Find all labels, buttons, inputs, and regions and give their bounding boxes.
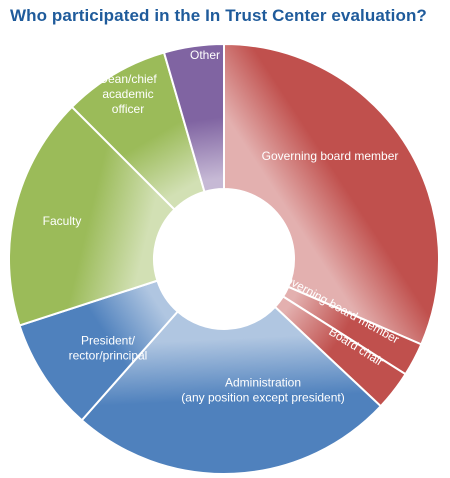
slice-label-governing-board-member: Governing board member	[262, 149, 399, 163]
slice-governing-board-member	[223, 42, 440, 346]
slice-other	[162, 42, 225, 194]
slice-administration-any-position-except-president	[80, 305, 383, 475]
slice-label-dean-chief-academic-officer: Dean/chief academic officer	[99, 72, 157, 116]
slice-label-faculty: Faculty	[43, 214, 82, 228]
chart-title: Who participated in the In Trust Center …	[10, 6, 427, 25]
slice-label-administration-any-position-except-president: Administration (any position except presi…	[181, 376, 344, 405]
slice-label-other: Other	[190, 48, 220, 62]
slice-faculty	[8, 105, 176, 327]
slice-label-president-rector-principal: President/rector/principal	[69, 334, 148, 363]
